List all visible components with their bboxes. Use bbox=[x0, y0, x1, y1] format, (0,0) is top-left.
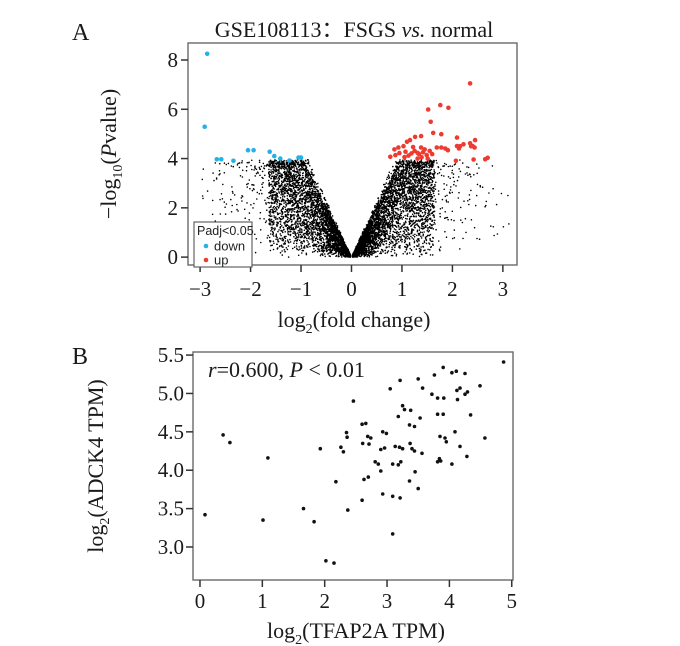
svg-text:2: 2 bbox=[319, 589, 330, 613]
volcano-legend: Padj<0.05 down up bbox=[193, 221, 254, 268]
svg-text:0: 0 bbox=[346, 277, 357, 301]
scatter-points bbox=[203, 360, 506, 565]
svg-text:3: 3 bbox=[382, 589, 393, 613]
scatter-plot: 0 1 2 3 4 5 3.0 3.5 4.0 4.5 5.0 5.5 bbox=[158, 343, 517, 613]
volcano-title: GSE108113：FSGS vs. normal bbox=[215, 17, 494, 42]
svg-text:0: 0 bbox=[195, 589, 206, 613]
svg-text:4.5: 4.5 bbox=[158, 420, 184, 444]
volcano-x-axis-title: log2(fold change) bbox=[277, 307, 430, 337]
svg-text:1: 1 bbox=[397, 277, 408, 301]
svg-text:3: 3 bbox=[498, 277, 509, 301]
legend-border bbox=[193, 221, 253, 268]
svg-text:−3: −3 bbox=[189, 277, 211, 301]
panel-b-label: B bbox=[72, 344, 88, 370]
svg-text:4: 4 bbox=[168, 147, 179, 171]
legend-up-dot-icon bbox=[203, 257, 209, 263]
svg-text:5: 5 bbox=[507, 589, 518, 613]
legend-up-label: up bbox=[214, 253, 228, 268]
svg-text:3.0: 3.0 bbox=[158, 535, 184, 559]
svg-text:3.5: 3.5 bbox=[158, 497, 184, 521]
svg-text:2: 2 bbox=[168, 196, 179, 220]
svg-text:5.5: 5.5 bbox=[158, 343, 184, 367]
svg-text:5.0: 5.0 bbox=[158, 381, 184, 405]
svg-text:−1: −1 bbox=[290, 277, 312, 301]
volcano-axis-ticks: −3 −2 −1 0 1 2 3 0 2 4 6 8 bbox=[168, 48, 509, 301]
correlation-annotation: r=0.600, P < 0.01 bbox=[208, 357, 365, 382]
volcano-sig-points bbox=[202, 51, 491, 164]
legend-down-dot-icon bbox=[203, 243, 209, 249]
svg-text:1: 1 bbox=[257, 589, 268, 613]
legend-title: Padj<0.05 bbox=[197, 224, 254, 238]
panel-a-label: A bbox=[72, 20, 90, 46]
scatter-y-axis-title: log2(ADCK4 TPM) bbox=[83, 379, 113, 552]
svg-text:8: 8 bbox=[168, 48, 179, 72]
scatter-x-axis-title: log2(TFAP2A TPM) bbox=[267, 618, 445, 646]
volcano-nonsig-points bbox=[201, 159, 510, 258]
svg-text:0: 0 bbox=[168, 245, 179, 269]
svg-text:6: 6 bbox=[168, 97, 179, 121]
volcano-y-axis-title: −log10(Pvalue) bbox=[96, 89, 126, 219]
svg-text:2: 2 bbox=[447, 277, 458, 301]
svg-text:−2: −2 bbox=[239, 277, 261, 301]
scatter-axis-ticks: 0 1 2 3 4 5 3.0 3.5 4.0 4.5 5.0 5.5 bbox=[158, 343, 517, 613]
volcano-plot-border bbox=[187, 42, 518, 266]
volcano-plot: −3 −2 −1 0 1 2 3 0 2 4 6 8 Padj<0.05 down up bbox=[168, 42, 518, 301]
scatter-plot-border bbox=[192, 351, 514, 581]
svg-text:4.0: 4.0 bbox=[158, 458, 184, 482]
svg-text:4: 4 bbox=[444, 589, 455, 613]
legend-down-label: down bbox=[214, 239, 245, 254]
